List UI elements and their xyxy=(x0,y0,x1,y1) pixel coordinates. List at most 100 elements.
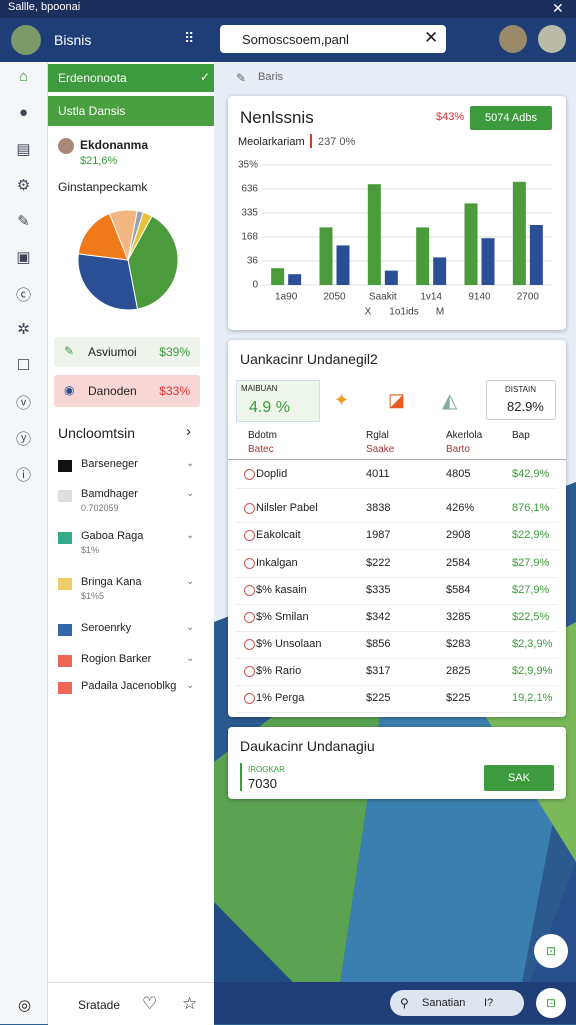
breadcrumb: Baris xyxy=(258,71,284,83)
cell: 19,2,1% xyxy=(512,692,553,704)
row-divider xyxy=(236,631,558,632)
cell: $225 xyxy=(446,692,471,704)
list-item[interactable]: Rogion Barker ⌄ xyxy=(56,653,206,671)
bar-chart: 0 36 168 335 636 35% 1a90 2050 Saakit 1v14 9140 270… xyxy=(238,160,552,318)
item-label: Padaila Jacenoblkg xyxy=(81,680,177,692)
menu-icon[interactable]: ⠿ xyxy=(184,30,195,46)
icon: ✦ xyxy=(334,390,350,410)
chevron: ⌄ xyxy=(186,488,195,499)
column-header: Barto xyxy=(446,444,470,455)
row-name: Eakolcait xyxy=(256,529,301,541)
star-icon[interactable]: ☆ xyxy=(182,994,198,1013)
item-sub: $1% xyxy=(81,545,100,555)
stat-label: DISTAIN xyxy=(505,385,536,394)
label: Asviumoi xyxy=(88,345,137,359)
profile-avatar xyxy=(58,138,74,154)
row-icon xyxy=(244,639,255,650)
chevron: ⌄ xyxy=(186,530,195,541)
cell: 3285 xyxy=(446,611,471,623)
profile-name: Ekdonanma xyxy=(80,138,149,152)
search-text: Sanatian xyxy=(422,997,466,1009)
window-title: Sallle, bpoonai xyxy=(8,1,81,13)
list-title: Uncloomtsin xyxy=(58,425,136,441)
row-icon xyxy=(244,612,255,623)
input-value: 7030 xyxy=(248,776,277,791)
pie-title: Ginstanpeckamk xyxy=(58,180,148,194)
nav-icon[interactable]: ⓒ xyxy=(15,287,31,304)
cell: $27,9% xyxy=(512,557,550,569)
nav-icon[interactable]: ✲ xyxy=(17,321,30,338)
bar xyxy=(319,227,333,285)
input[interactable]: IROGKAR 7030 xyxy=(240,763,478,791)
cell: $335 xyxy=(366,584,391,596)
list-item[interactable]: Gaboa Raga $1% ⌄ xyxy=(56,530,206,560)
close-window[interactable]: ✕ xyxy=(552,0,564,16)
settings-icon[interactable]: ◎ xyxy=(18,997,32,1014)
input-label: IROGKAR xyxy=(248,765,285,774)
cell: $22,9% xyxy=(512,529,550,541)
row-divider xyxy=(236,658,558,659)
search-box[interactable]: Somoscsoem,panl ✕ xyxy=(220,25,446,53)
nav-icon[interactable]: ⓘ xyxy=(15,467,31,484)
fab[interactable]: ⊡ xyxy=(536,988,566,1018)
nav-icon[interactable]: ✎ xyxy=(17,213,30,230)
nav-icon[interactable]: ⚙ xyxy=(16,177,31,194)
clear-search[interactable]: ✕ xyxy=(424,28,439,47)
column-header: Rglal xyxy=(366,430,389,441)
list-item[interactable]: Barseneger ⌄ xyxy=(56,458,206,476)
y-tick-label: 168 xyxy=(241,232,258,243)
nav-icon[interactable]: ● xyxy=(18,104,29,121)
row-name: Inkalgan xyxy=(256,557,298,569)
topbar: Bisnis ⠿ Somoscsoem,panl ✕ xyxy=(0,18,576,62)
x-sublabel: M xyxy=(436,307,444,318)
nav-icon[interactable]: ▤ xyxy=(16,141,31,158)
sidebar: Erdenonoota ✓ Ustla Dansis Ekdonanma $21,… xyxy=(48,62,214,1024)
cell: $342 xyxy=(366,611,391,623)
row-divider xyxy=(236,522,558,523)
cell: 876,1% xyxy=(512,502,550,514)
heart-icon[interactable]: ♡ xyxy=(142,994,158,1013)
avatar[interactable] xyxy=(11,25,41,55)
nav-icon[interactable]: ⌂ xyxy=(18,68,29,85)
list-item[interactable]: Padaila Jacenoblkg ⌄ xyxy=(56,680,206,698)
x-sublabel: 1o1ids xyxy=(389,307,418,318)
row-icon xyxy=(244,530,255,541)
cell: $222 xyxy=(366,557,391,569)
nav-icon[interactable]: ⓥ xyxy=(15,395,31,412)
bottombar: ⚲ Sanatian I? ⊡ xyxy=(214,982,576,1024)
submit-button[interactable]: SAK xyxy=(484,765,554,791)
row-name: $% Smilan xyxy=(256,611,309,623)
nav-icon[interactable]: ⓨ xyxy=(15,431,31,448)
cell: 4805 xyxy=(446,468,471,480)
list-item[interactable]: Bamdhager 0.702059 ⌄ xyxy=(56,488,206,518)
chevron: ⌄ xyxy=(186,680,195,691)
column-header: Bap xyxy=(512,430,530,441)
bar xyxy=(512,181,526,285)
cell: 426% xyxy=(446,502,475,514)
cell: $317 xyxy=(366,665,391,677)
chevron[interactable]: › xyxy=(186,423,191,440)
list-item[interactable]: Seroenrky ⌄ xyxy=(56,622,206,640)
y-tick-label: 35% xyxy=(238,160,258,171)
section-item[interactable]: Ustla Dansis xyxy=(48,96,214,126)
row-name: Nilsler Pabel xyxy=(256,502,318,514)
nav-icon[interactable]: ▣ xyxy=(16,249,31,266)
list-item[interactable]: Bringa Kana $1%5 ⌄ xyxy=(56,576,206,606)
value: $39% xyxy=(159,345,190,359)
item-label: Seroenrky xyxy=(81,622,132,634)
titlebar: Sallle, bpoonai ✕ xyxy=(0,0,576,18)
bar xyxy=(416,227,430,285)
nav-icon[interactable]: ☐ xyxy=(16,357,31,374)
item-label: Barseneger xyxy=(81,458,138,470)
avatar[interactable] xyxy=(538,25,566,53)
column-header: Akerlola xyxy=(446,430,483,441)
bottom-search[interactable]: ⚲ Sanatian I? xyxy=(390,990,524,1016)
active-item[interactable]: Erdenonoota ✓ xyxy=(48,64,214,92)
fab[interactable]: ⊡ xyxy=(534,934,568,968)
card-title: Uankacinr Undanegil2 xyxy=(240,351,378,367)
divider xyxy=(228,459,566,460)
avatar[interactable] xyxy=(499,25,527,53)
action-button[interactable]: 5074 Adbs xyxy=(470,106,552,130)
stat-card[interactable]: ✎ Asviumoi $39% xyxy=(54,337,200,367)
stat-card[interactable]: ◉ Danoden $33% xyxy=(54,375,200,407)
